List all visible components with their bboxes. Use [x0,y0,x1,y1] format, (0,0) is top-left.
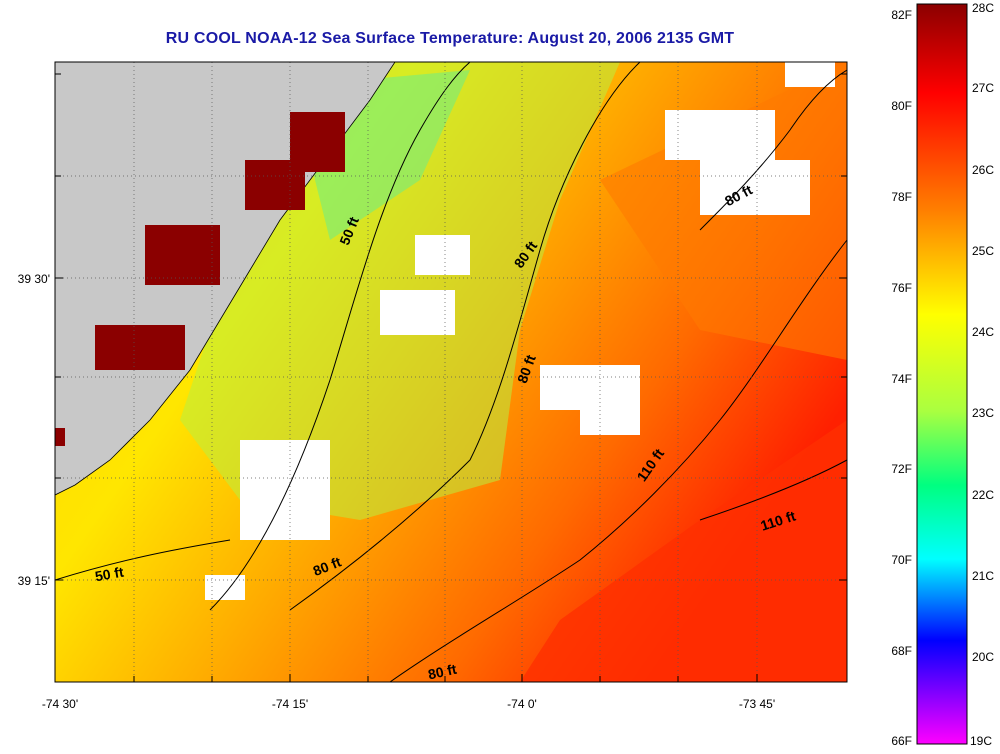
colorbar-c-label: 28C [972,1,994,15]
depth-label: 50 ft [94,564,125,585]
colorbar-c-label: 23C [972,406,994,420]
hot-coastal-patch [55,428,65,446]
hot-coastal-patch [145,225,220,285]
map-frame [54,61,848,683]
cloud-mask [580,395,640,435]
colorbar-f-label: 72F [891,462,912,476]
colorbar [916,3,968,745]
colorbar-c-label: 24C [972,325,994,339]
colorbar-c-label: 19C [970,734,992,748]
x-tick-label: -74 15' [272,697,308,711]
map-title: RU COOL NOAA-12 Sea Surface Temperature:… [165,30,735,47]
cloud-mask [415,235,470,275]
axis-ticks [55,73,847,682]
colorbar-f-label: 76F [891,281,912,295]
cloud-mask [240,440,330,540]
colorbar-c-label: 26C [972,163,994,177]
cloud-mask [205,575,245,600]
colorbar-f-label: 66F [891,734,912,748]
depth-contour-50ft [55,539,231,581]
hot-coastal-patch [245,160,305,210]
colorbar-f-label: 74F [891,372,912,386]
map-area: 50 ft 80 ft 80 ft 80 ft 80 ft 110 ft 110… [55,62,847,683]
colorbar-c-label: 25C [972,244,994,258]
x-tick-label: -74 0' [507,697,537,711]
depth-contour-80ft [289,62,641,611]
colorbar-c-label: 27C [972,81,994,95]
depth-label: 80 ft [427,661,459,683]
depth-contour-80ft [699,69,847,231]
hot-coastal-patch [95,325,185,370]
y-tick-label: 39 30' [18,272,50,286]
x-tick-label: -74 30' [42,697,78,711]
colorbar-f-label: 68F [891,644,912,658]
y-tick-label: 39 15' [18,574,50,588]
colorbar-c-label: 22C [972,488,994,502]
colorbar-f-label: 80F [891,99,912,113]
cloud-mask [700,160,810,215]
colorbar-celsius-labels: 28C 27C 26C 25C 24C 23C 22C 21C 20C 19C [970,1,994,748]
colorbar-fahrenheit-labels: 82F 80F 78F 76F 74F 72F 70F 68F 66F [891,8,912,748]
colorbar-c-label: 21C [972,569,994,583]
colorbar-c-label: 20C [972,650,994,664]
cloud-mask [380,290,455,335]
x-tick-label: -73 45' [739,697,775,711]
graticule [55,62,847,682]
depth-contour-110ft [699,459,847,521]
depth-contour-50ft [209,62,471,611]
cloud-mask [665,110,775,160]
warm-water-region [520,420,847,682]
colorbar-f-label: 70F [891,553,912,567]
colorbar-f-label: 82F [891,8,912,22]
depth-contour-110ft [389,239,847,682]
colorbar-f-label: 78F [891,190,912,204]
cloud-mask [785,62,835,87]
